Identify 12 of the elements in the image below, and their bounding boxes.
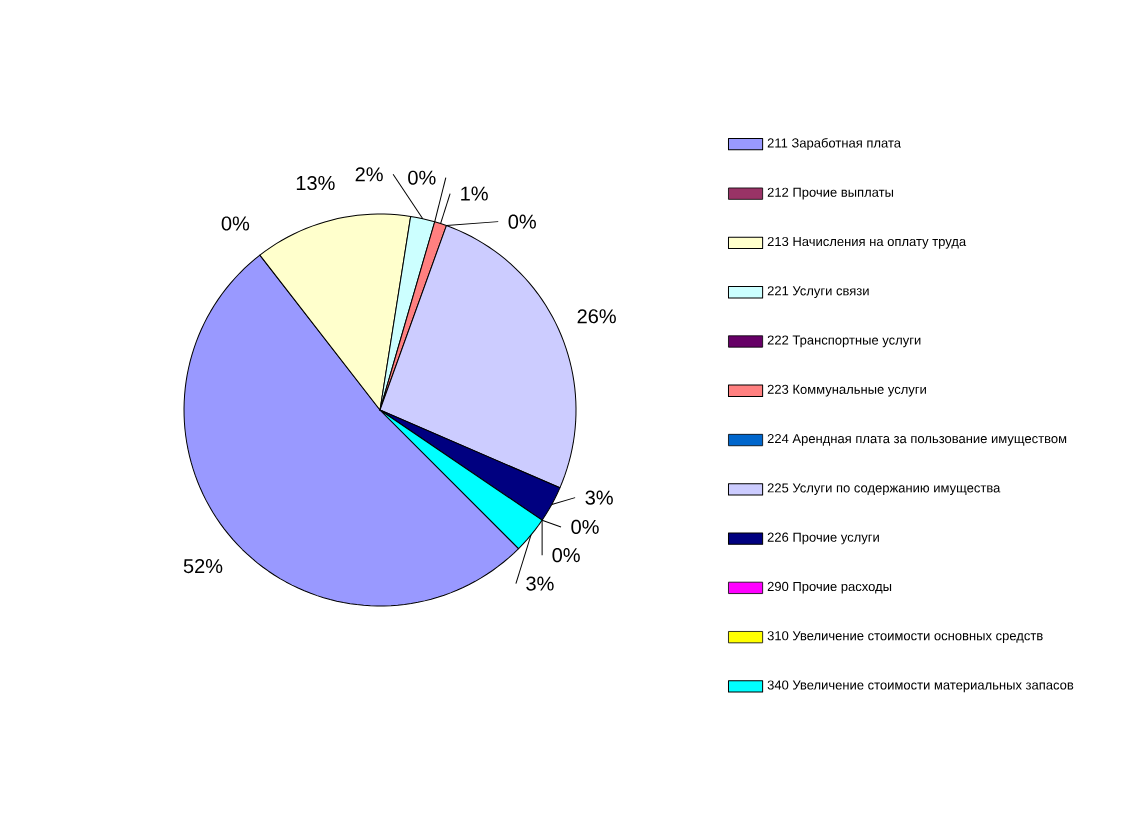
text: 0%	[552, 548, 580, 563]
data-label: 1%	[461, 186, 488, 201]
data-label: 52%	[183, 558, 223, 574]
data-label: 3%	[526, 576, 554, 591]
text: 0%	[571, 519, 599, 534]
text: 0%	[408, 170, 436, 185]
text: 0%	[221, 216, 250, 231]
data-label: 3%	[585, 490, 613, 505]
data-label: 2%	[355, 167, 383, 182]
data-label: 26%	[577, 309, 616, 324]
data-label: 13%	[296, 175, 335, 191]
text: 0%	[508, 214, 536, 229]
